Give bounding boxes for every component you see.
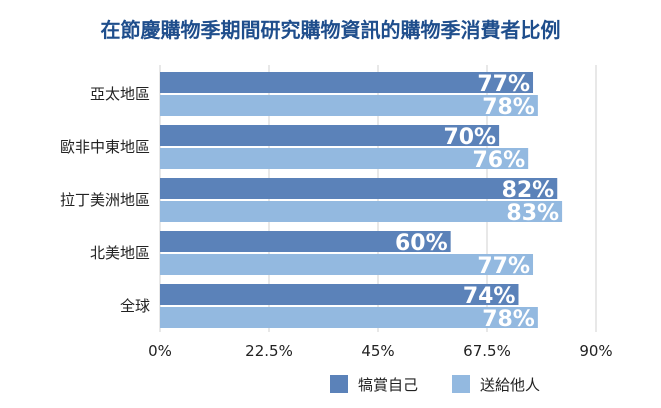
- data-label-gift: 77%: [477, 254, 530, 279]
- data-label-gift: 78%: [482, 95, 535, 120]
- bar-gift: [160, 148, 529, 169]
- category-label: 全球: [120, 297, 150, 315]
- category-label: 拉丁美洲地區: [60, 191, 150, 209]
- x-tick-label: 22.5%: [245, 342, 293, 360]
- bar-gift: [160, 307, 538, 328]
- data-label-gift: 76%: [473, 148, 526, 173]
- data-label-self: 74%: [463, 284, 516, 309]
- x-tick-label: 67.5%: [463, 342, 511, 360]
- data-labels: 77%78%70%76%82%83%60%77%74%78%: [395, 72, 559, 332]
- category-label: 亞太地區: [90, 85, 150, 103]
- legend-swatch-self: [330, 375, 348, 393]
- bar-gift: [160, 254, 534, 275]
- bar-gift: [160, 201, 563, 222]
- legend-label-gift: 送給他人: [480, 375, 541, 394]
- bar-self: [160, 284, 519, 305]
- bar-self: [160, 178, 558, 199]
- data-label-gift: 83%: [506, 201, 559, 226]
- bar-self: [160, 125, 500, 146]
- bars: [160, 72, 563, 328]
- bar-self: [160, 231, 451, 252]
- chart-title: 在節慶購物季期間研究購物資訊的購物季消費者比例: [100, 18, 561, 42]
- legend-swatch-gift: [452, 375, 471, 393]
- data-label-self: 77%: [477, 72, 530, 97]
- data-label-self: 60%: [395, 231, 448, 256]
- data-label-self: 70%: [443, 125, 496, 150]
- x-tick-label: 90%: [579, 342, 612, 360]
- category-label: 北美地區: [90, 244, 150, 262]
- legend-label-self: 犒賞自己: [358, 375, 419, 394]
- legend-item-self: 犒賞自己: [330, 374, 418, 395]
- x-tick-labels: 0% 22.5% 45% 67.5% 90%: [148, 342, 613, 360]
- legend-item-gift: 送給他人: [452, 374, 540, 395]
- legend: 犒賞自己 送給他人: [330, 372, 574, 396]
- x-tick-label: 0%: [148, 342, 172, 360]
- x-tick-label: 45%: [361, 342, 394, 360]
- category-label: 歐非中東地區: [60, 138, 150, 156]
- data-label-gift: 78%: [482, 307, 535, 332]
- bar-gift: [160, 95, 538, 116]
- data-label-self: 82%: [502, 178, 555, 203]
- bar-self: [160, 72, 534, 93]
